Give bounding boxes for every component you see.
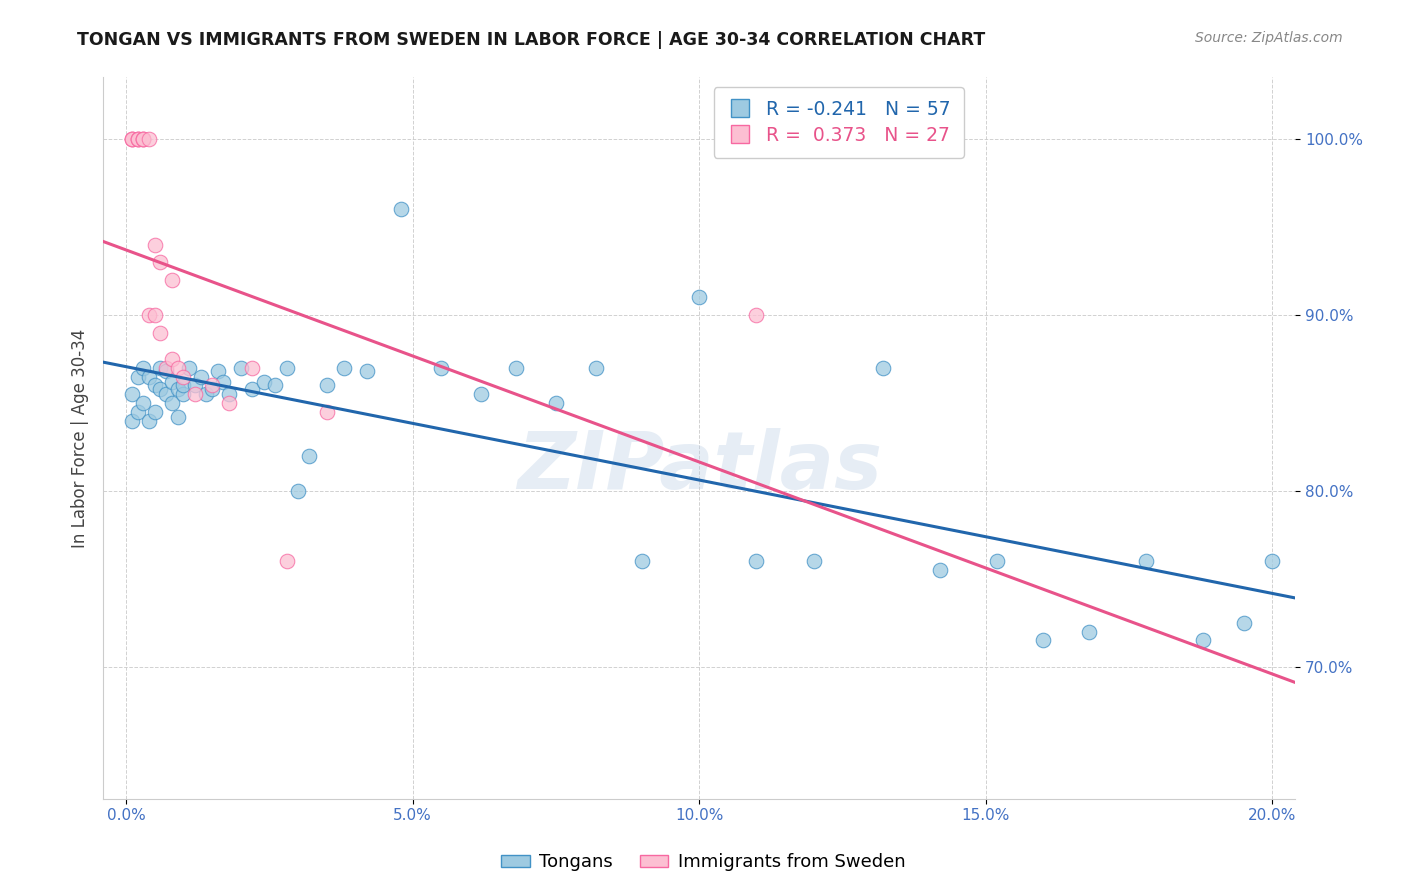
Point — [155, 360, 177, 375]
Point — [172, 369, 194, 384]
Point — [986, 554, 1008, 568]
Point — [688, 290, 710, 304]
Point — [132, 132, 155, 146]
Point — [177, 360, 200, 375]
Point — [155, 387, 177, 401]
Point — [132, 396, 155, 410]
Point — [160, 396, 183, 410]
Point — [138, 308, 160, 322]
Point — [184, 378, 207, 392]
Point — [149, 360, 172, 375]
Point — [121, 387, 143, 401]
Point — [745, 308, 768, 322]
Point — [218, 396, 240, 410]
Point — [166, 382, 188, 396]
Point — [149, 255, 172, 269]
Point — [1032, 633, 1054, 648]
Point — [207, 364, 229, 378]
Point — [240, 382, 263, 396]
Point — [315, 378, 337, 392]
Point — [872, 360, 894, 375]
Point — [132, 132, 155, 146]
Point — [229, 360, 252, 375]
Point — [505, 360, 527, 375]
Point — [585, 360, 607, 375]
Point — [172, 387, 194, 401]
Point — [544, 396, 567, 410]
Point — [356, 364, 378, 378]
Point — [143, 405, 166, 419]
Point — [212, 375, 235, 389]
Point — [252, 375, 274, 389]
Point — [127, 132, 149, 146]
Point — [745, 554, 768, 568]
Point — [121, 132, 143, 146]
Point — [127, 369, 149, 384]
Point — [121, 132, 143, 146]
Point — [276, 554, 298, 568]
Point — [160, 351, 183, 366]
Point — [315, 405, 337, 419]
Point — [143, 378, 166, 392]
Point — [155, 364, 177, 378]
Y-axis label: In Labor Force | Age 30-34: In Labor Force | Age 30-34 — [72, 328, 89, 548]
Point — [276, 360, 298, 375]
Point — [138, 132, 160, 146]
Point — [190, 369, 212, 384]
Point — [160, 273, 183, 287]
Point — [928, 563, 950, 577]
Text: TONGAN VS IMMIGRANTS FROM SWEDEN IN LABOR FORCE | AGE 30-34 CORRELATION CHART: TONGAN VS IMMIGRANTS FROM SWEDEN IN LABO… — [77, 31, 986, 49]
Point — [470, 387, 492, 401]
Point — [218, 387, 240, 401]
Point — [287, 483, 309, 498]
Point — [803, 554, 825, 568]
Point — [138, 413, 160, 427]
Legend: R = -0.241   N = 57, R =  0.373   N = 27: R = -0.241 N = 57, R = 0.373 N = 27 — [714, 87, 965, 158]
Point — [172, 378, 194, 392]
Point — [166, 360, 188, 375]
Point — [121, 132, 143, 146]
Point — [201, 382, 224, 396]
Point — [333, 360, 356, 375]
Text: ZIPatlas: ZIPatlas — [516, 428, 882, 506]
Point — [127, 132, 149, 146]
Legend: Tongans, Immigrants from Sweden: Tongans, Immigrants from Sweden — [494, 847, 912, 879]
Point — [389, 202, 412, 217]
Point — [166, 409, 188, 424]
Text: Source: ZipAtlas.com: Source: ZipAtlas.com — [1195, 31, 1343, 45]
Point — [264, 378, 287, 392]
Point — [298, 449, 321, 463]
Point — [132, 132, 155, 146]
Point — [1192, 633, 1215, 648]
Point — [430, 360, 453, 375]
Point — [1232, 615, 1254, 630]
Point — [195, 387, 218, 401]
Point — [1261, 554, 1284, 568]
Point — [143, 308, 166, 322]
Point — [201, 378, 224, 392]
Point — [184, 387, 207, 401]
Point — [630, 554, 652, 568]
Point — [240, 360, 263, 375]
Point — [127, 132, 149, 146]
Point — [121, 413, 143, 427]
Point — [149, 382, 172, 396]
Point — [132, 360, 155, 375]
Point — [149, 326, 172, 340]
Point — [1077, 624, 1099, 639]
Point — [143, 237, 166, 252]
Point — [138, 369, 160, 384]
Point — [127, 405, 149, 419]
Point — [1135, 554, 1157, 568]
Point — [160, 375, 183, 389]
